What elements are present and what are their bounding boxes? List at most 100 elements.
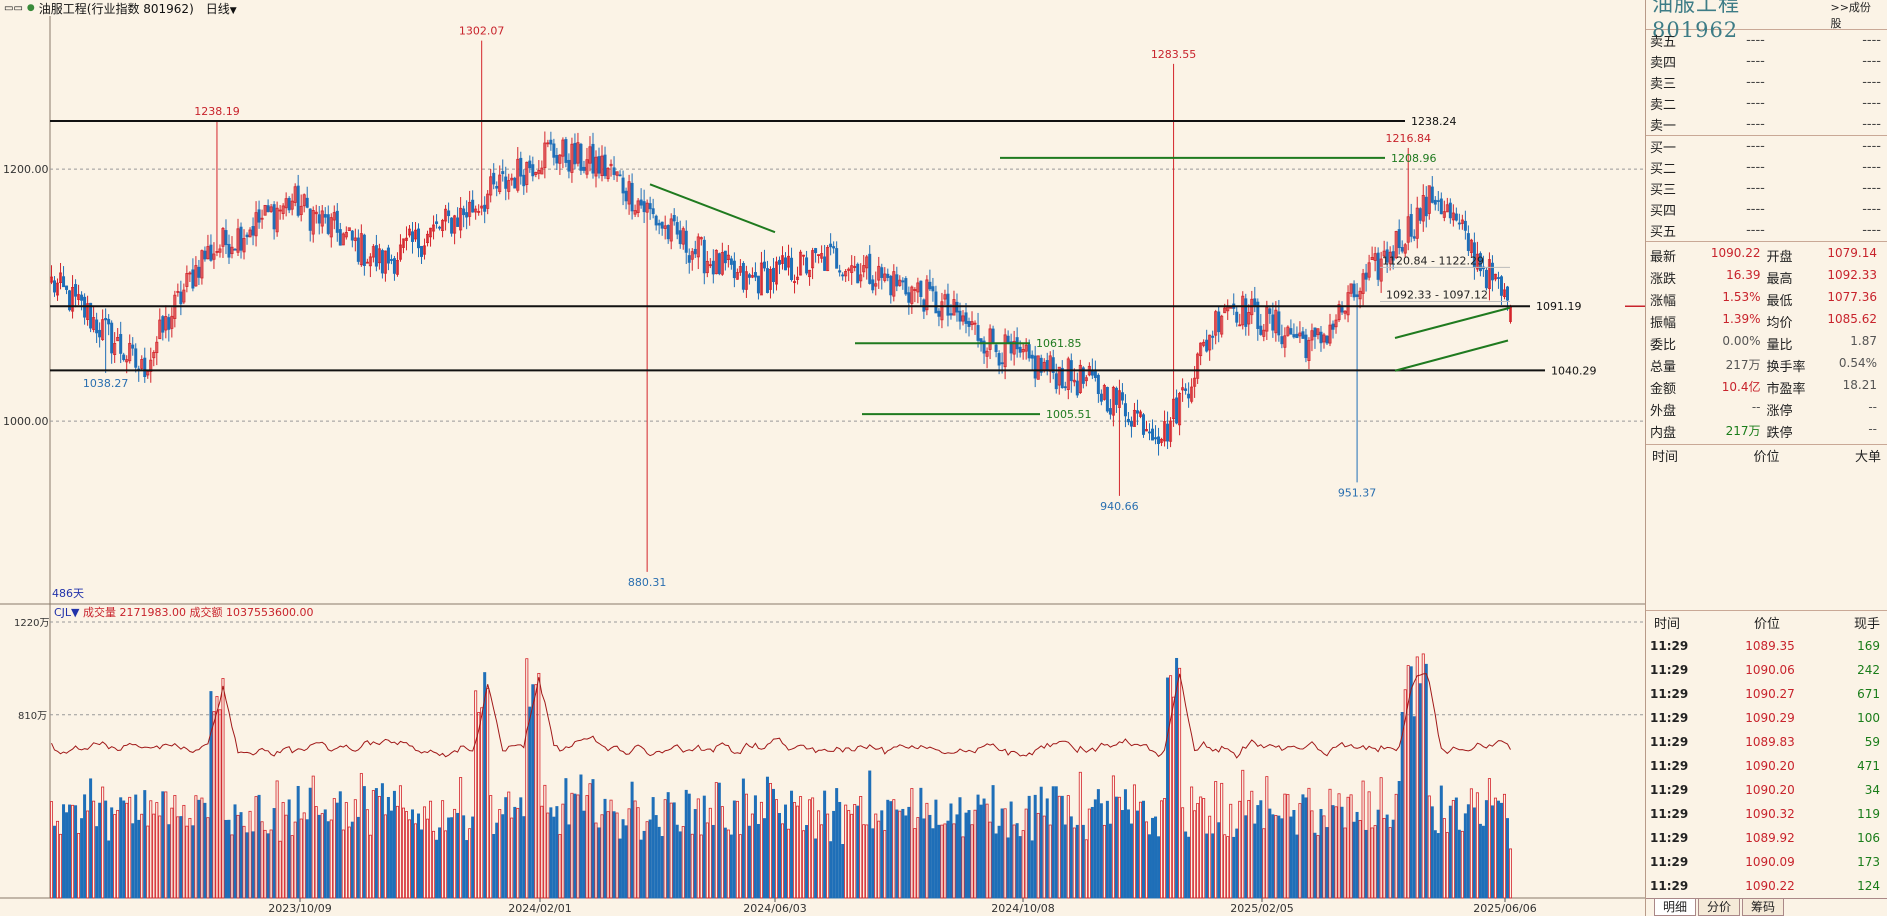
- volume-bar[interactable]: [320, 813, 324, 899]
- candle-body[interactable]: [1304, 334, 1308, 359]
- candle-body[interactable]: [627, 181, 631, 205]
- volume-bar[interactable]: [811, 797, 815, 899]
- candle-body[interactable]: [447, 210, 451, 217]
- volume-bar[interactable]: [269, 829, 273, 899]
- volume-bar[interactable]: [56, 820, 60, 899]
- candle-body[interactable]: [1445, 204, 1449, 213]
- candle-body[interactable]: [570, 143, 574, 173]
- volume-bar[interactable]: [681, 826, 685, 899]
- candle-body[interactable]: [1024, 344, 1028, 352]
- candle-body[interactable]: [862, 265, 866, 273]
- volume-bar[interactable]: [723, 827, 727, 899]
- volume-bar[interactable]: [1039, 786, 1043, 899]
- candle-body[interactable]: [904, 278, 908, 295]
- volume-bar[interactable]: [221, 678, 225, 899]
- volume-bar[interactable]: [1370, 827, 1374, 899]
- volume-bar[interactable]: [435, 839, 439, 899]
- candle-body[interactable]: [477, 210, 481, 213]
- volume-bar[interactable]: [1000, 808, 1004, 899]
- candle-body[interactable]: [1271, 314, 1275, 331]
- candle-body[interactable]: [970, 321, 974, 326]
- volume-bar[interactable]: [98, 802, 102, 899]
- candle-body[interactable]: [1343, 310, 1347, 314]
- volume-bar[interactable]: [1451, 800, 1455, 899]
- volume-bar[interactable]: [1328, 788, 1332, 899]
- volume-bar[interactable]: [1229, 803, 1233, 899]
- volume-bar[interactable]: [784, 804, 788, 899]
- candle-body[interactable]: [1460, 219, 1464, 224]
- volume-bar[interactable]: [254, 796, 258, 899]
- candle-body[interactable]: [203, 250, 207, 260]
- volume-bar[interactable]: [982, 798, 986, 899]
- candle-body[interactable]: [1241, 295, 1245, 326]
- candle-body[interactable]: [696, 236, 700, 258]
- candle-body[interactable]: [206, 246, 210, 260]
- candle-body[interactable]: [152, 351, 156, 359]
- candle-body[interactable]: [528, 160, 532, 169]
- candle-body[interactable]: [1322, 334, 1326, 343]
- candle-body[interactable]: [459, 207, 463, 231]
- volume-bar[interactable]: [645, 821, 649, 899]
- candle-body[interactable]: [1388, 251, 1392, 265]
- volume-bar[interactable]: [311, 775, 315, 899]
- candle-body[interactable]: [937, 310, 941, 317]
- candle-body[interactable]: [1292, 334, 1296, 338]
- candle-body[interactable]: [1187, 393, 1191, 399]
- candle-body[interactable]: [435, 221, 439, 224]
- volume-bar[interactable]: [1066, 795, 1070, 899]
- candle-body[interactable]: [1205, 339, 1209, 352]
- candle-body[interactable]: [1259, 325, 1263, 335]
- volume-bar[interactable]: [1057, 795, 1061, 899]
- volume-bar[interactable]: [474, 690, 478, 899]
- candle-body[interactable]: [1361, 273, 1365, 294]
- candle-body[interactable]: [317, 214, 321, 224]
- candle-body[interactable]: [56, 282, 60, 296]
- volume-bar[interactable]: [597, 827, 601, 899]
- volume-bar[interactable]: [528, 706, 532, 899]
- volume-bar[interactable]: [1394, 793, 1398, 899]
- volume-bar[interactable]: [564, 778, 568, 899]
- candle-body[interactable]: [1078, 364, 1082, 393]
- candle-body[interactable]: [290, 200, 294, 210]
- candle-body[interactable]: [1181, 387, 1185, 391]
- candle-body[interactable]: [1060, 367, 1064, 389]
- volume-bar[interactable]: [765, 776, 769, 899]
- volume-bar[interactable]: [787, 828, 791, 899]
- candle-body[interactable]: [1493, 273, 1497, 280]
- volume-bar[interactable]: [53, 825, 57, 899]
- volume-bar[interactable]: [203, 802, 207, 899]
- volume-bar[interactable]: [1337, 793, 1341, 899]
- candle-body[interactable]: [931, 286, 935, 292]
- candle-body[interactable]: [573, 142, 577, 165]
- candle-body[interactable]: [868, 253, 872, 284]
- volume-bar[interactable]: [1148, 834, 1152, 899]
- volume-bar[interactable]: [432, 830, 436, 899]
- tick-row[interactable]: 11:29 1090.22 124: [1646, 874, 1887, 898]
- candle-body[interactable]: [1352, 283, 1356, 298]
- volume-bar[interactable]: [1265, 776, 1269, 899]
- volume-bar[interactable]: [684, 789, 688, 899]
- volume-bar[interactable]: [1003, 808, 1007, 899]
- volume-bar[interactable]: [889, 801, 893, 899]
- volume-bar[interactable]: [543, 784, 547, 899]
- candle-body[interactable]: [1211, 335, 1215, 338]
- candle-body[interactable]: [967, 321, 971, 327]
- candle-body[interactable]: [299, 205, 303, 216]
- volume-bar[interactable]: [1220, 782, 1224, 899]
- candle-body[interactable]: [768, 269, 772, 290]
- candle-body[interactable]: [1123, 403, 1127, 417]
- volume-bar[interactable]: [1277, 815, 1281, 899]
- candle-body[interactable]: [188, 272, 192, 275]
- volume-bar[interactable]: [594, 822, 598, 899]
- candle-body[interactable]: [1400, 247, 1404, 252]
- volume-bar[interactable]: [266, 833, 270, 899]
- candle-body[interactable]: [847, 268, 851, 271]
- candle-body[interactable]: [1027, 344, 1031, 359]
- tab-chips[interactable]: 筹码: [1742, 899, 1785, 916]
- candle-body[interactable]: [1117, 390, 1121, 408]
- volume-bar[interactable]: [1126, 809, 1130, 899]
- candle-body[interactable]: [576, 142, 580, 164]
- volume-bar[interactable]: [540, 805, 544, 899]
- bid-level-row[interactable]: 买三 ---- ----: [1646, 178, 1887, 199]
- volume-bar[interactable]: [1307, 787, 1311, 899]
